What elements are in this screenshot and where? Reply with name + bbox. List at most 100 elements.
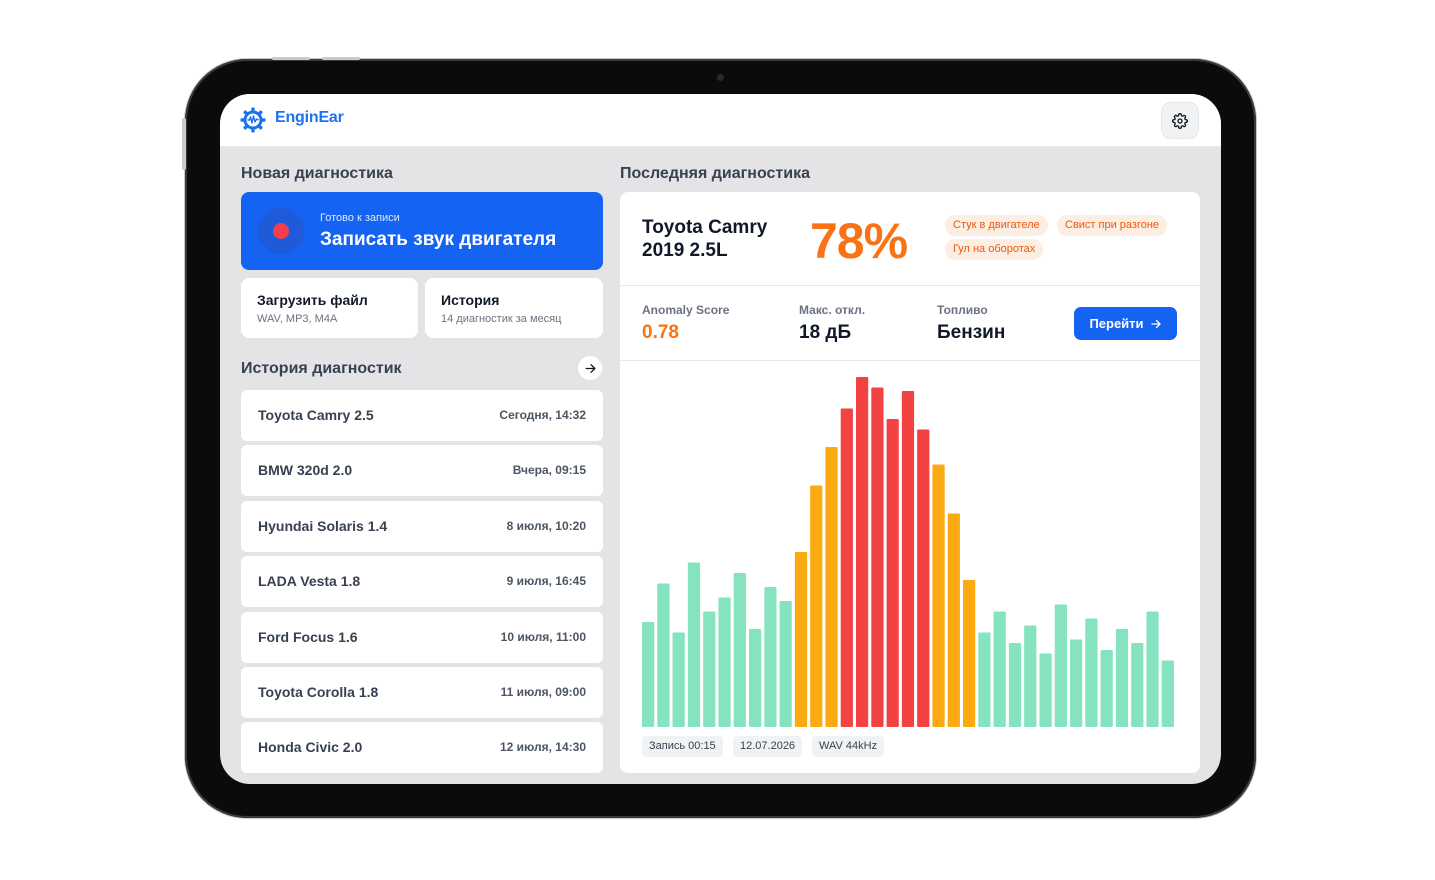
spectrum-bar — [1146, 611, 1159, 727]
spectrum-bar — [749, 629, 762, 727]
spectrum-bar — [840, 408, 853, 727]
anomaly-percent: 78% — [810, 213, 908, 269]
spectrum-bar — [856, 377, 869, 727]
upload-file-card[interactable]: Загрузить файл WAV, MP3, M4A — [241, 278, 418, 338]
tag-whistle: Свист при разгоне — [1057, 215, 1168, 236]
history-car: Toyota Corolla 1.8 — [258, 683, 379, 700]
fuel-value: Бензин — [937, 322, 1006, 343]
history-row[interactable]: Honda Civic 2.0 12 июля, 14:30 — [241, 722, 603, 774]
record-dot-icon — [273, 223, 289, 239]
record-engine-button[interactable]: Готово к записи Записать звук двигателя — [241, 192, 603, 270]
gear-icon — [1172, 112, 1188, 129]
volume-button — [182, 118, 186, 170]
history-time: 12 июля, 14:30 — [500, 740, 586, 755]
app-screen: EnginEar Новая диагностика Готово к запи… — [220, 94, 1221, 784]
history-row[interactable]: Toyota Camry 2.5 Сегодня, 14:32 — [241, 390, 603, 441]
spectrum-bar — [871, 387, 884, 727]
go-button-label: Перейти — [1089, 316, 1144, 331]
record-title: Записать звук двигателя — [320, 229, 557, 250]
last-diagnostic-title: Последняя диагностика — [620, 165, 811, 182]
spectrum-bar — [932, 464, 945, 727]
spectrum-bar — [794, 552, 808, 727]
fuel-label: Топливо — [937, 303, 988, 317]
tag-knock: Стук в двигателе — [945, 215, 1048, 236]
arrow-right-icon — [585, 363, 595, 373]
spectrum-bar — [672, 632, 685, 727]
spectrum-bar — [1161, 660, 1174, 727]
spectrum-bar — [901, 391, 915, 727]
spectrum-bar — [1054, 604, 1067, 727]
spectrum-bar — [825, 447, 838, 727]
history-car: Ford Focus 1.6 — [258, 628, 358, 645]
history-car: LADA Vesta 1.8 — [258, 573, 361, 590]
spectrum-bar — [993, 611, 1006, 727]
divider — [620, 285, 1200, 286]
vehicle-name: Toyota Camry 2019 2.5L — [642, 216, 802, 262]
spectrum-bar — [1115, 629, 1129, 727]
upload-formats: WAV, MP3, M4A — [257, 313, 338, 325]
spectrum-bar — [687, 562, 701, 727]
spectrum-bar — [1039, 653, 1052, 727]
history-list: Toyota Camry 2.5 Сегодня, 14:32 BMW 320d 2… — [241, 390, 603, 778]
vehicle-year-engine: 2019 2.5L — [642, 240, 728, 261]
spectrum-bar — [642, 622, 655, 727]
spectrum-bar — [917, 429, 930, 727]
top-button-2 — [322, 57, 360, 60]
max-deviation-label: Макс. откл. — [799, 303, 866, 317]
history-time: 8 июля, 10:20 — [506, 518, 586, 533]
spectrum-bar — [703, 611, 716, 727]
divider — [620, 360, 1200, 361]
spectrum-bar — [963, 580, 976, 727]
history-car: BMW 320d 2.0 — [258, 462, 353, 479]
spectrum-bar — [1008, 643, 1022, 727]
spectrum-bar — [947, 513, 960, 727]
spectrum-bar — [1131, 643, 1144, 727]
history-row[interactable]: BMW 320d 2.0 Вчера, 09:15 — [241, 445, 603, 497]
history-car: Honda Civic 2.0 — [258, 739, 363, 756]
spectrum-chart — [642, 377, 1174, 727]
arrow-right-icon — [1150, 319, 1161, 328]
app-name: EnginEar — [275, 109, 344, 126]
anomaly-score-value: 0.78 — [642, 322, 679, 343]
top-bar: EnginEar — [220, 94, 1221, 147]
history-row[interactable]: Toyota Corolla 1.8 11 июля, 09:00 — [241, 666, 603, 718]
history-time: 10 июля, 11:00 — [500, 629, 586, 644]
new-diagnostic-title: Новая диагностика — [241, 165, 393, 182]
settings-button[interactable] — [1161, 102, 1199, 139]
record-status: Готово к записи — [320, 212, 400, 224]
tag-hum: Гул на оборотах — [945, 239, 1044, 260]
anomaly-score-label: Anomaly Score — [642, 303, 730, 317]
history-row[interactable]: Hyundai Solaris 1.4 8 июля, 10:20 — [241, 500, 603, 552]
history-car: Toyota Camry 2.5 — [258, 407, 374, 423]
history-row[interactable]: LADA Vesta 1.8 9 июля, 16:45 — [241, 556, 603, 608]
history-card-title: История — [441, 292, 500, 308]
history-car: Hyundai Solaris 1.4 — [258, 517, 388, 534]
spectrum-bar — [657, 583, 670, 727]
history-row[interactable]: Ford Focus 1.6 10 июля, 11:00 — [241, 611, 603, 663]
spectrum-bar — [1070, 639, 1083, 727]
gear-waveform-icon — [240, 107, 266, 133]
recording-duration-chip: Запись 00:15 — [642, 736, 723, 757]
record-indicator — [258, 208, 304, 254]
upload-title: Загрузить файл — [257, 292, 368, 308]
history-open-button[interactable] — [578, 356, 602, 380]
spectrum-bar — [1100, 650, 1113, 727]
recording-format-chip: WAV 44kHz — [812, 736, 885, 757]
spectrum-bar — [1024, 625, 1037, 727]
history-time: Вчера, 09:15 — [512, 463, 586, 478]
spectrum-bar — [886, 419, 899, 727]
spectrum-bar — [733, 573, 746, 727]
history-time: 9 июля, 16:45 — [506, 574, 586, 589]
spectrum-bar — [810, 485, 823, 727]
spectrum-bar — [764, 587, 777, 727]
go-button[interactable]: Перейти — [1074, 307, 1177, 340]
history-card[interactable]: История 14 диагностик за месяц — [425, 278, 603, 338]
spectrum-bar — [1085, 618, 1098, 727]
recording-date-chip: 12.07.2026 — [733, 736, 803, 757]
spectrum-bar — [978, 632, 991, 727]
spectrum-bar — [718, 597, 731, 727]
spectrum-bar — [779, 601, 792, 727]
history-time: Сегодня, 14:32 — [499, 408, 586, 422]
history-card-count: 14 диагностик за месяц — [441, 313, 562, 325]
max-deviation-value: 18 дБ — [799, 322, 852, 343]
